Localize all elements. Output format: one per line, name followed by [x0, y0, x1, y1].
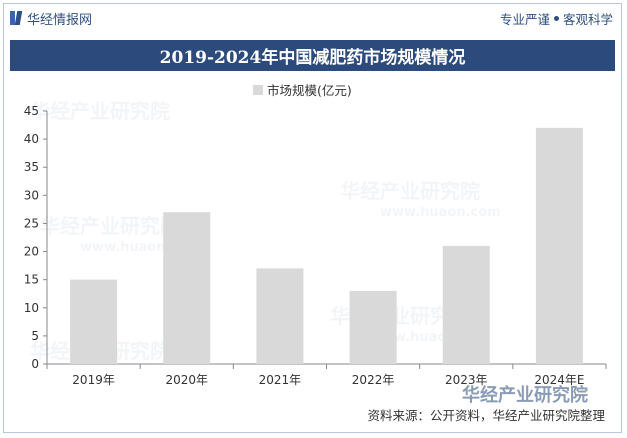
x-tick-label: 2019年 [72, 373, 115, 387]
brand: 华经情报网 [10, 8, 92, 28]
x-tick-label: 2024年E [534, 373, 584, 387]
bar-2 [163, 212, 211, 364]
y-tick-label: 45 [24, 104, 39, 118]
chart-title-bar: 2019-2024年中国减肥药市场规模情况 [10, 40, 615, 71]
tagline-right: 客观科学 [562, 12, 613, 27]
chart-legend: 市场规模(亿元) [253, 80, 352, 99]
data-source: 资料来源：公开资料，华经产业研究院整理 [367, 408, 605, 423]
x-tick-label: 2022年 [352, 373, 395, 387]
legend-label: 市场规模(亿元) [267, 83, 352, 98]
x-tick-label: 2020年 [165, 373, 208, 387]
legend-swatch [253, 84, 263, 95]
bar-1 [70, 279, 118, 364]
y-tick-label: 40 [24, 132, 39, 146]
y-tick-label: 0 [31, 357, 39, 371]
y-tick-label: 25 [24, 216, 39, 230]
x-tick-label: 2021年 [259, 373, 302, 387]
chart-title: 2019-2024年中国减肥药市场规模情况 [159, 48, 466, 68]
bars [70, 127, 583, 364]
bullet-dot-icon [553, 16, 559, 21]
y-axis: 0 5 10 15 20 25 30 35 40 45 [24, 104, 48, 371]
bar-5 [442, 245, 490, 364]
tagline: 专业严谨 客观科学 [500, 9, 613, 28]
bar-4 [349, 290, 397, 364]
x-tick-label: 2023年 [445, 373, 488, 387]
y-tick-label: 30 [24, 188, 39, 202]
watermark-logo-text: 华经产业研究院 [462, 385, 588, 406]
bar-3 [256, 268, 304, 364]
x-axis: 2019年 2020年 2021年 2022年 2023年 2024年E [46, 363, 607, 387]
y-tick-label: 35 [24, 160, 39, 174]
brand-logo-icon [10, 11, 23, 25]
brand-name: 华经情报网 [27, 12, 93, 28]
y-tick-label: 15 [24, 273, 39, 287]
y-tick-label: 5 [31, 329, 39, 343]
tagline-left: 专业严谨 [499, 12, 550, 27]
y-tick-label: 20 [24, 245, 39, 259]
bar-6 [535, 127, 583, 364]
y-tick-label: 10 [24, 301, 39, 315]
